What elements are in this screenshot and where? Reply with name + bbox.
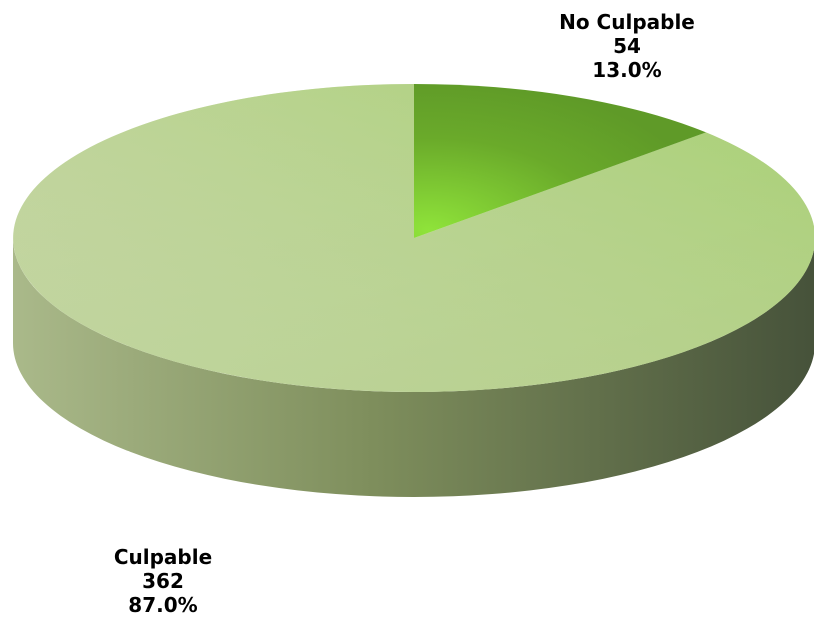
slice-culpable-highlight <box>13 84 814 392</box>
label-no-culpable-name: No Culpable <box>559 10 695 34</box>
label-no-culpable-percent: 13.0% <box>592 58 661 82</box>
pie-side <box>13 238 814 497</box>
slice-no-culpable <box>414 83 706 238</box>
label-culpable-name: Culpable <box>114 545 212 569</box>
label-culpable-value: 362 <box>142 569 184 593</box>
label-culpable-percent: 87.0% <box>128 593 197 617</box>
label-no-culpable-value: 54 <box>613 34 641 58</box>
